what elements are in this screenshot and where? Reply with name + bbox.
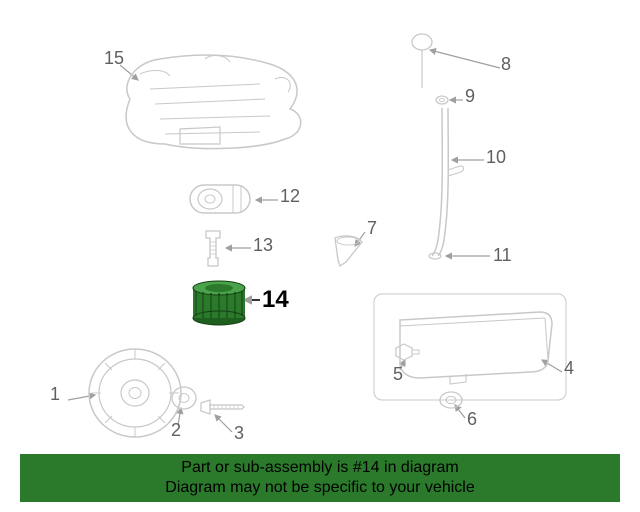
callout-4: 4 [564,358,574,379]
callout-8: 8 [501,54,511,75]
part-5-drain-plug [392,338,422,364]
callout-11: 11 [493,245,512,266]
part-15-intake [110,44,310,159]
callout-9: 9 [465,86,475,107]
part-7-guide [330,232,370,272]
callout-6: 6 [467,409,477,430]
part-6-gasket [438,390,464,410]
caption-line-1: Part or sub-assembly is #14 in diagram [20,458,620,478]
callout-12: 12 [280,186,300,207]
part-dipstick-assy [398,30,478,270]
callout-5: 5 [393,364,403,385]
diagram-canvas: 1 2 3 4 5 6 7 8 9 10 11 12 13 14 15 Part… [0,0,640,512]
caption-line-2: Diagram may not be specific to your vehi… [20,478,620,498]
caption-bar: Part or sub-assembly is #14 in diagram D… [20,454,620,502]
part-12-cooler [185,175,260,220]
part-3-bolt [198,395,248,419]
callout-13: 13 [253,235,273,256]
part-14-oil-filter [190,276,248,331]
callout-10: 10 [486,147,506,168]
callout-3: 3 [234,423,244,444]
part-2-washer [170,385,198,411]
part-13-adapter [198,228,228,270]
callout-2: 2 [171,420,181,441]
callout-1: 1 [50,384,60,405]
callout-14: 14 [262,286,289,314]
callout-7: 7 [367,218,377,239]
callout-15: 15 [104,48,124,69]
